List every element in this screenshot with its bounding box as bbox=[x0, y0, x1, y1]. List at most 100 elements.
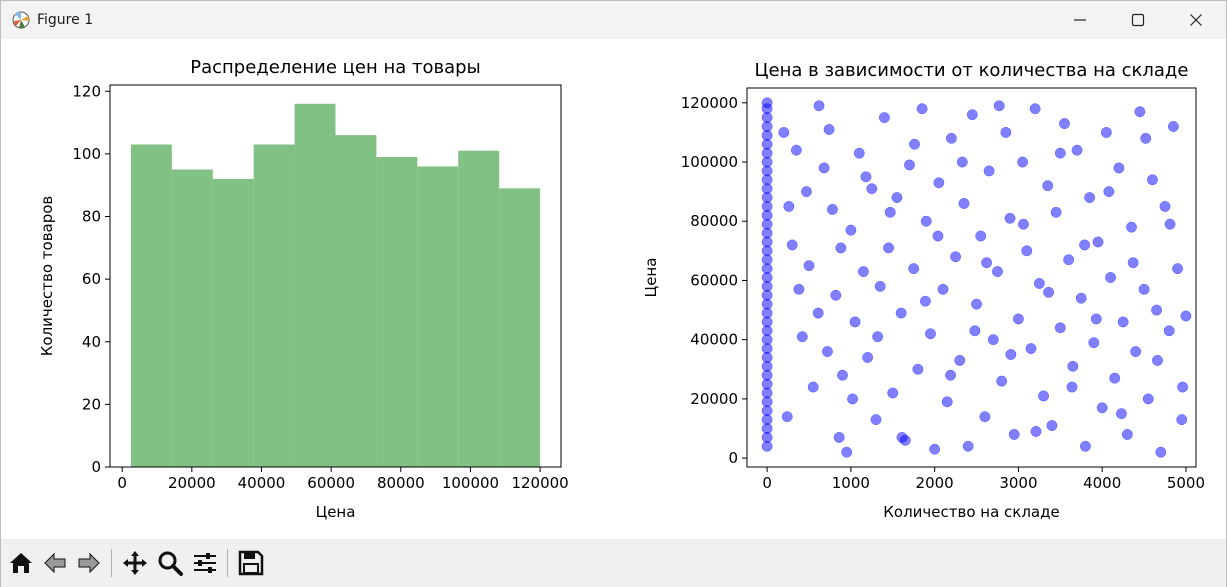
scatter-point bbox=[895, 307, 907, 319]
scatter-point bbox=[826, 203, 838, 215]
scatter-point bbox=[883, 242, 895, 254]
maximize-button[interactable] bbox=[1109, 1, 1167, 39]
scatter-point bbox=[1092, 236, 1104, 248]
pan-button[interactable] bbox=[121, 549, 149, 577]
x-tick-label: 1000 bbox=[832, 474, 870, 492]
histogram-bar bbox=[335, 135, 377, 467]
y-tick-label: 40000 bbox=[690, 331, 738, 349]
x-tick-label: 40000 bbox=[238, 474, 286, 492]
scatter-point bbox=[1029, 103, 1041, 115]
scatter-point bbox=[1127, 257, 1139, 269]
scatter-point bbox=[932, 230, 944, 242]
scatter-point bbox=[945, 132, 957, 144]
forward-button[interactable] bbox=[75, 549, 103, 577]
matplotlib-app-icon bbox=[11, 10, 31, 30]
scatter-point bbox=[933, 177, 945, 189]
scatter-point bbox=[987, 334, 999, 346]
scatter-point bbox=[1079, 239, 1091, 251]
chart-title: Распределение цен на товары bbox=[190, 57, 481, 78]
scatter-point bbox=[1138, 283, 1150, 295]
y-tick-label: 100 bbox=[72, 145, 101, 163]
scatter-point bbox=[1109, 372, 1121, 384]
scatter-point bbox=[979, 411, 991, 423]
figure-canvas[interactable]: 0 20000 40000 60000 80000 100000 120000 0 20 40 60… bbox=[1, 39, 1226, 538]
scatter-point bbox=[1071, 144, 1083, 156]
scatter-point bbox=[853, 147, 865, 159]
axes-frame bbox=[109, 84, 562, 468]
toolbar-separator bbox=[227, 549, 228, 577]
y-tick-label: 20 bbox=[82, 395, 101, 413]
y-axis-label: Количество товаров bbox=[38, 196, 56, 357]
scatter-point bbox=[1163, 325, 1175, 337]
scatter-point bbox=[912, 363, 924, 375]
scatter-point bbox=[966, 109, 978, 121]
minimize-button[interactable] bbox=[1051, 1, 1109, 39]
scatter-point bbox=[1084, 192, 1096, 204]
histogram-chart: 0 20000 40000 60000 80000 100000 120000 0 20 40 60… bbox=[38, 57, 569, 521]
histogram-bar bbox=[171, 169, 213, 467]
back-button[interactable] bbox=[41, 549, 69, 577]
scatter-point bbox=[1151, 304, 1163, 316]
scatter-point bbox=[1155, 446, 1167, 458]
home-button[interactable] bbox=[7, 549, 35, 577]
maximize-icon bbox=[1131, 13, 1145, 27]
navigation-toolbar bbox=[1, 539, 1226, 587]
scatter-point bbox=[1017, 218, 1029, 230]
scatter-point bbox=[812, 307, 824, 319]
configure-subplots-button[interactable] bbox=[191, 549, 219, 577]
chart-title: Цена в зависимости от количества на скла… bbox=[755, 60, 1189, 81]
scatter-point bbox=[950, 251, 962, 263]
title-bar[interactable]: Figure 1 bbox=[1, 1, 1226, 39]
scatter-point bbox=[1021, 245, 1033, 257]
scatter-point bbox=[993, 100, 1005, 112]
save-button[interactable] bbox=[237, 549, 265, 577]
zoom-button[interactable] bbox=[156, 549, 184, 577]
scatter-point bbox=[778, 126, 790, 138]
figure-svg: 0 20000 40000 60000 80000 100000 1200000204060… bbox=[38, 57, 1205, 521]
minimize-icon bbox=[1074, 19, 1086, 21]
window-title: Figure 1 bbox=[37, 12, 94, 28]
scatter-point bbox=[1090, 313, 1102, 325]
histogram-bar bbox=[376, 157, 418, 467]
scatter-point bbox=[1030, 426, 1042, 437]
y-tick-label: 0 bbox=[91, 458, 101, 476]
scatter-point bbox=[1038, 390, 1049, 402]
y-tick-label: 20000 bbox=[690, 390, 738, 408]
scatter-point bbox=[1025, 343, 1037, 355]
scatter-point bbox=[849, 316, 861, 328]
scatter-point bbox=[992, 266, 1003, 278]
y-axis-label: Цена bbox=[642, 258, 660, 298]
scatter-point bbox=[1008, 428, 1020, 440]
scatter-point bbox=[1063, 254, 1075, 266]
scatter-point bbox=[908, 263, 920, 275]
scatter-point bbox=[904, 159, 915, 171]
close-button[interactable] bbox=[1167, 1, 1225, 39]
scatter-point bbox=[945, 369, 957, 381]
scatter-point bbox=[1054, 322, 1066, 334]
scatter-point bbox=[884, 206, 896, 218]
x-tick-label: 80000 bbox=[377, 474, 425, 492]
scatter-point bbox=[874, 280, 886, 292]
x-axis-label: Количество на складе bbox=[883, 503, 1059, 521]
scatter-point bbox=[807, 381, 819, 393]
forward-icon bbox=[78, 552, 100, 574]
scatter-point bbox=[1167, 121, 1179, 132]
axes-frame bbox=[746, 87, 1197, 468]
x-tick-label: 0 bbox=[117, 474, 127, 492]
scatter-point bbox=[1012, 313, 1024, 325]
scatter-point bbox=[962, 440, 974, 452]
x-tick-label: 0 bbox=[762, 474, 772, 492]
scatter-point bbox=[891, 192, 903, 204]
scatter-point bbox=[1177, 381, 1189, 393]
scatter-point bbox=[925, 328, 936, 340]
scatter-point bbox=[937, 283, 949, 295]
x-axis-label: Цена bbox=[316, 503, 356, 521]
configure-subplots-icon bbox=[194, 553, 216, 573]
y-tick-label: 40 bbox=[82, 333, 101, 351]
scatter-point bbox=[1176, 414, 1188, 426]
scatter-point bbox=[1046, 420, 1058, 431]
scatter-point bbox=[790, 144, 802, 156]
scatter-point bbox=[860, 171, 872, 183]
scatter-point bbox=[830, 289, 842, 301]
back-icon bbox=[44, 552, 66, 574]
